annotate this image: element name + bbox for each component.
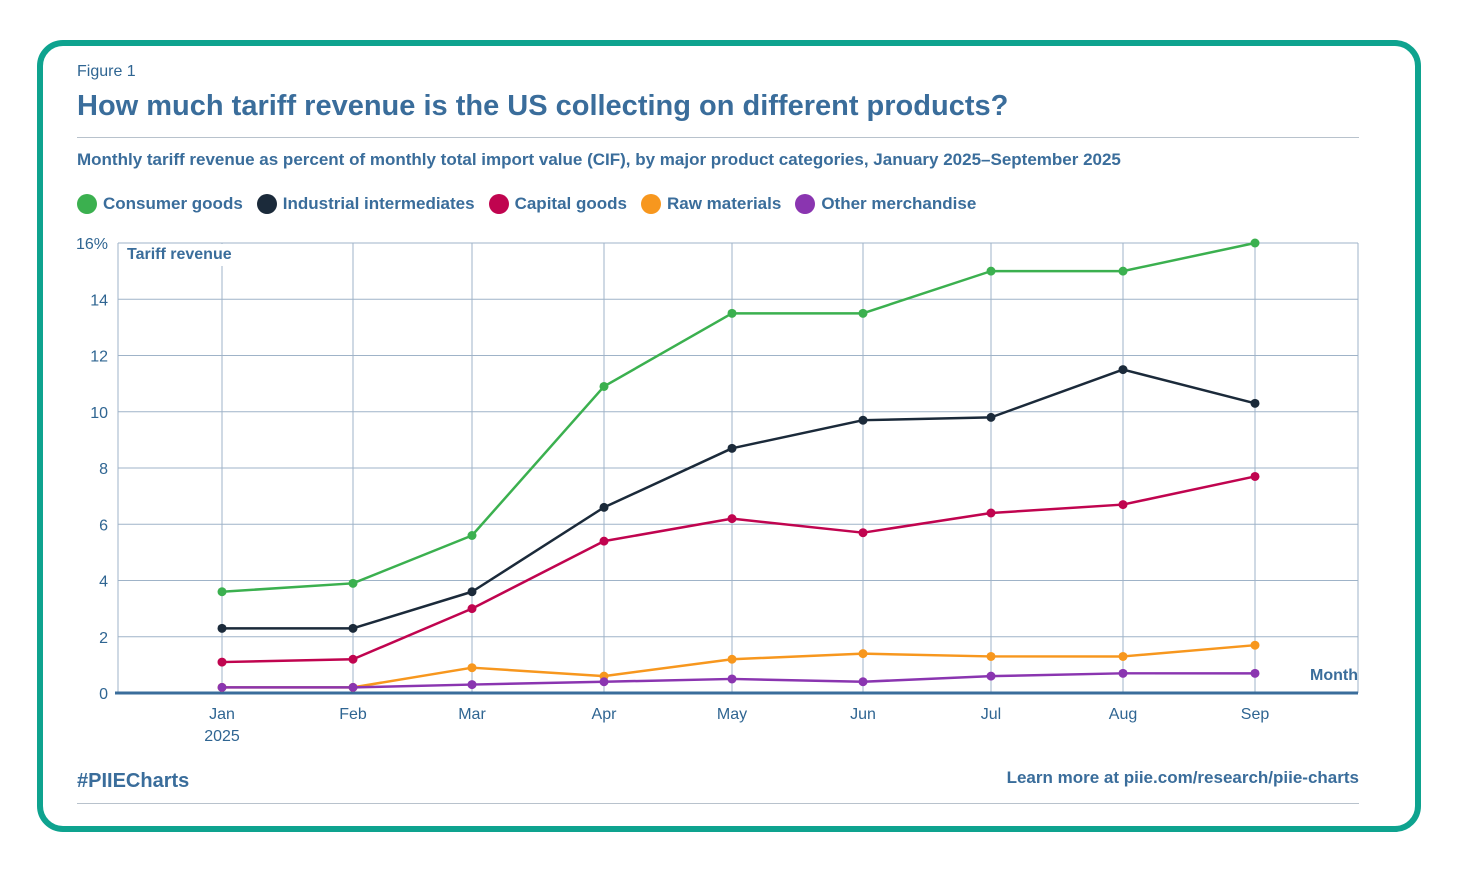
data-point (727, 308, 737, 318)
legend: Consumer goods Industrial intermediates Ca… (77, 194, 976, 214)
legend-label: Other merchandise (821, 194, 977, 213)
data-point (858, 649, 868, 659)
x-tick-label: Mar (458, 706, 486, 723)
data-point (1118, 668, 1128, 678)
divider (77, 137, 1359, 138)
data-point (986, 671, 996, 681)
data-point (986, 266, 996, 276)
data-point (467, 663, 477, 673)
data-point (1250, 238, 1260, 248)
y-tick-label: 6 (99, 517, 108, 534)
y-tick-label: 8 (99, 461, 108, 478)
data-point (217, 587, 227, 597)
legend-swatch (488, 194, 509, 214)
y-tick-label: 0 (99, 686, 108, 703)
data-point (727, 443, 737, 453)
data-point (467, 587, 477, 597)
data-point (986, 508, 996, 518)
series-line-consumer-goods (221, 241, 1256, 593)
learn-more-link[interactable]: Learn more at piie.com/research/piie-cha… (1006, 768, 1359, 787)
data-point (467, 604, 477, 614)
data-point (727, 674, 737, 684)
x-tick-year-label: 2025 (204, 728, 240, 745)
data-point (217, 682, 227, 692)
data-point (1250, 640, 1260, 650)
series-line-other-merchandise (222, 672, 1255, 689)
legend-item: Other merchandise (795, 194, 976, 214)
y-tick-label: 12 (90, 349, 108, 366)
data-point (1250, 471, 1260, 481)
x-tick-label: Sep (1241, 706, 1270, 723)
x-tick-label: Jul (981, 706, 1001, 723)
y-tick-label: 16% (76, 236, 108, 253)
x-axis-label-background (1296, 663, 1356, 687)
y-tick-label: 14 (90, 292, 108, 309)
legend-swatch (640, 194, 661, 214)
data-point (986, 412, 996, 422)
x-tick-label: Jan (209, 706, 235, 723)
data-point (1118, 365, 1128, 375)
data-point (217, 623, 227, 633)
data-point (858, 308, 868, 318)
legend-label: Industrial intermediates (282, 194, 475, 213)
y-axis-label-background (121, 244, 253, 266)
data-point (599, 677, 609, 687)
data-point (727, 654, 737, 664)
chart-title: How much tariff revenue is the US collec… (77, 90, 1009, 122)
y-tick-label: 10 (90, 405, 108, 422)
data-point (348, 682, 358, 692)
divider (77, 803, 1359, 804)
x-tick-label: Jun (850, 706, 876, 723)
data-point (348, 578, 358, 588)
data-point (858, 677, 868, 687)
y-axis-label: Tariff revenue (127, 246, 232, 263)
data-point (348, 623, 358, 633)
data-point (599, 502, 609, 512)
data-point (217, 657, 227, 667)
legend-swatch (256, 194, 277, 214)
chart-subtitle: Monthly tariff revenue as percent of mon… (77, 150, 1121, 169)
data-point (727, 514, 737, 524)
legend-label: Capital goods (514, 194, 627, 213)
legend-item: Consumer goods (77, 194, 243, 214)
data-point (986, 651, 996, 661)
x-axis-label: Month (1310, 667, 1358, 684)
data-point (1118, 500, 1128, 510)
legend-label: Consumer goods (103, 194, 243, 213)
data-point (1250, 398, 1260, 408)
series-line-raw-materials (222, 643, 1256, 689)
legend-swatch (77, 194, 97, 214)
chart-frame (37, 40, 1421, 832)
legend-item: Capital goods (488, 194, 627, 214)
data-point (599, 381, 609, 391)
data-point (467, 531, 477, 540)
hashtag: #PIIECharts (77, 770, 190, 792)
data-point (1118, 266, 1128, 276)
data-point (348, 654, 358, 664)
data-point (599, 536, 609, 546)
series-line-industrial-intermediates (222, 368, 1256, 630)
data-point (1250, 668, 1260, 678)
x-tick-label: Aug (1109, 706, 1137, 723)
legend-item: Industrial intermediates (256, 194, 475, 214)
series-line-capital-goods (221, 475, 1256, 664)
data-point (467, 680, 477, 690)
x-tick-label: Feb (339, 706, 367, 723)
x-tick-label: Apr (592, 706, 618, 723)
legend-item: Raw materials (640, 194, 782, 214)
figure-label: Figure 1 (77, 63, 136, 80)
y-tick-label: 4 (99, 574, 108, 591)
y-tick-label: 2 (99, 630, 108, 647)
x-tick-label: May (717, 706, 747, 723)
data-point (858, 415, 868, 425)
legend-label: Raw materials (666, 194, 782, 213)
data-point (858, 528, 868, 538)
data-point (1118, 651, 1128, 661)
legend-swatch (795, 194, 816, 214)
